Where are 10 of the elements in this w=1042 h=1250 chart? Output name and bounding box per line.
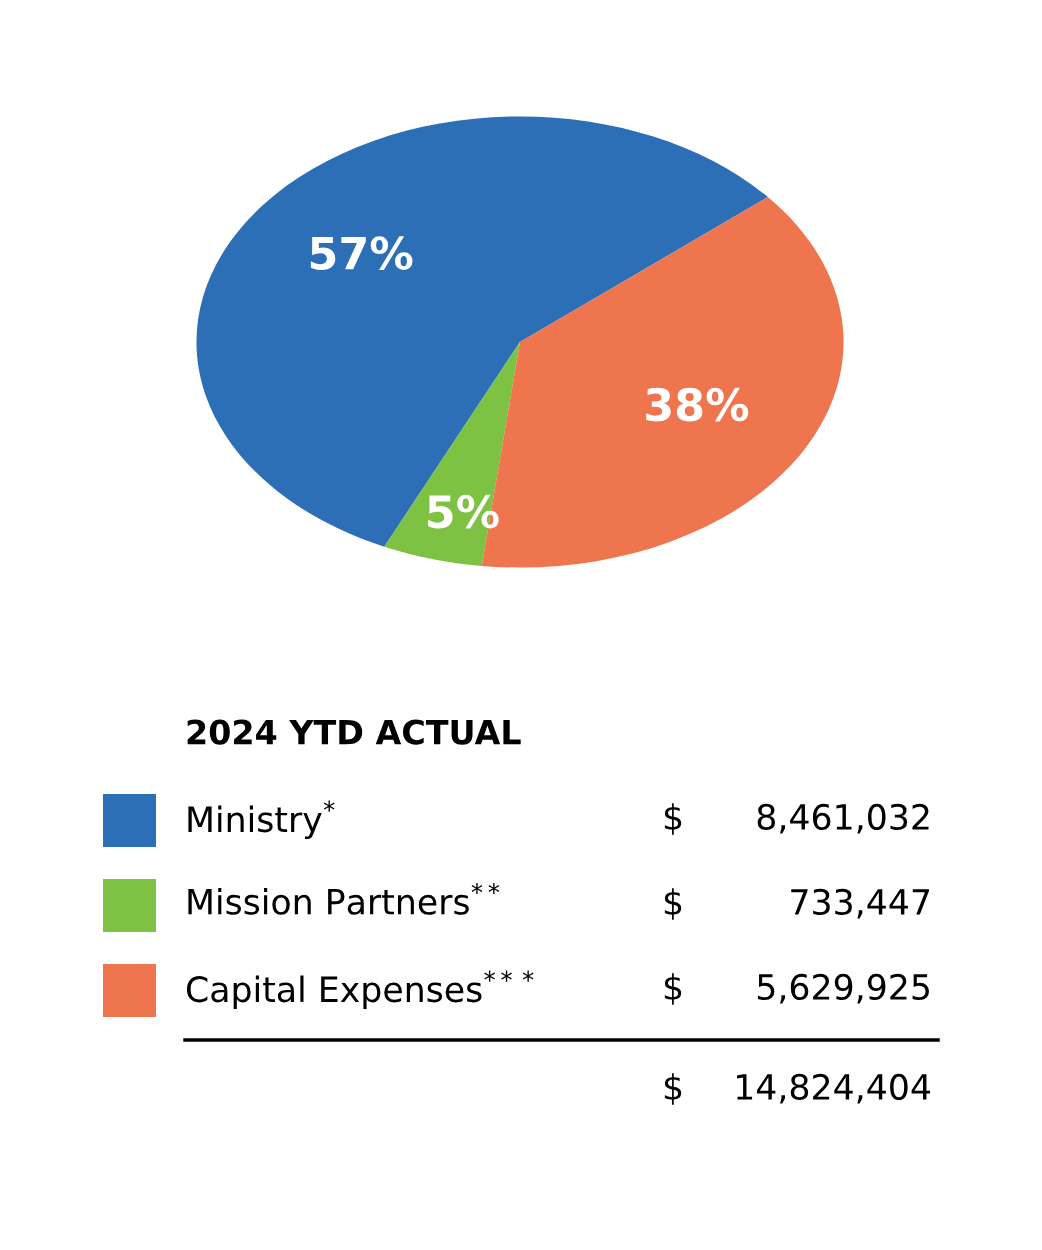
legend-title: 2024 YTD ACTUAL [187,719,521,745]
legend-label: Mission Partners$^{**}$ [188,882,500,915]
text: $ 5,629,925 [664,973,929,1005]
data-label: 38% [646,387,749,422]
text: $ 8,461,032 [664,803,929,835]
data-label: 57% [310,236,413,270]
text: $ 733,447 [664,888,930,920]
legend-label: Ministry$^{*}$ [188,800,335,840]
legend-label: Capital Expenses$^{***}$ [186,970,534,1010]
text: $ 14,824,404 [664,1073,931,1105]
